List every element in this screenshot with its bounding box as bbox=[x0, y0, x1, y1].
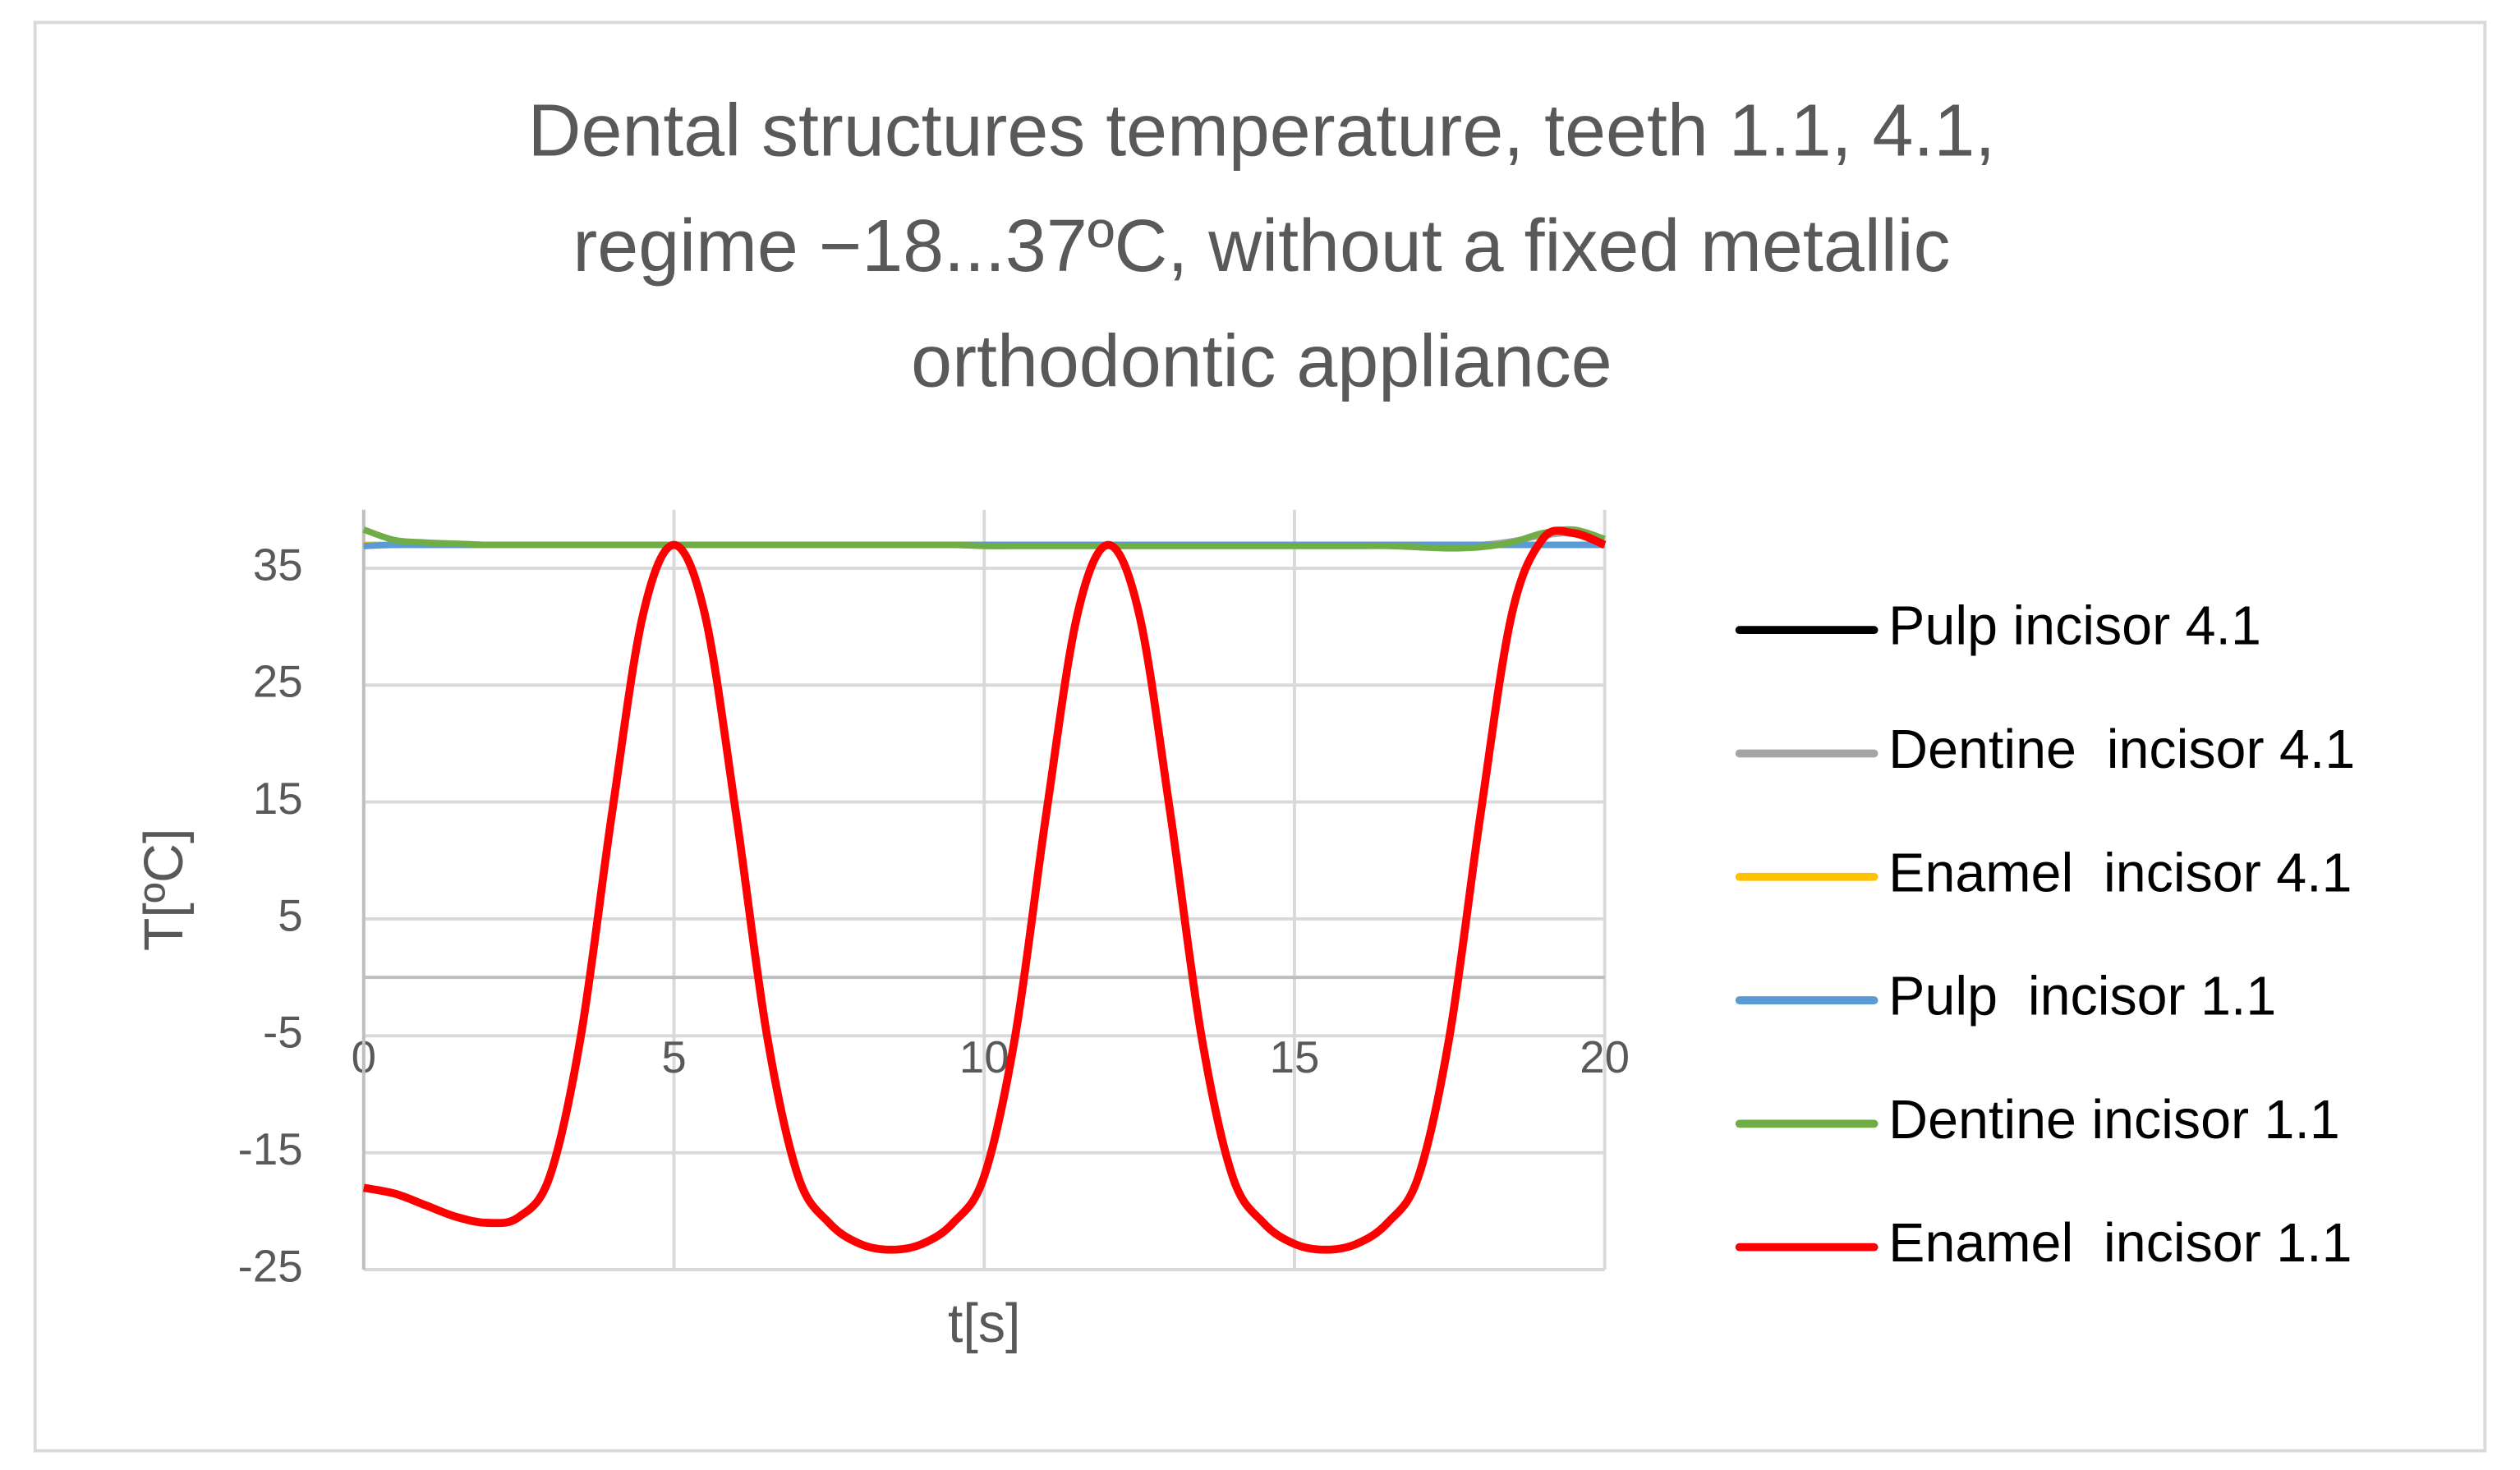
legend-label: Pulp incisor 1.1 bbox=[1888, 967, 2276, 1027]
legend-label: Dentine incisor 4.1 bbox=[1888, 719, 2355, 780]
chart-title: orthodontic appliance bbox=[911, 321, 1612, 403]
legend-label: Enamel incisor 1.1 bbox=[1888, 1213, 2352, 1274]
y-tick-label: 15 bbox=[253, 774, 303, 824]
y-tick-label: -25 bbox=[238, 1241, 303, 1291]
y-tick-label: -5 bbox=[263, 1008, 303, 1058]
legend-label: Dentine incisor 1.1 bbox=[1888, 1090, 2340, 1151]
y-tick-label: 25 bbox=[253, 657, 303, 707]
x-tick-label: 10 bbox=[959, 1032, 1009, 1082]
y-tick-label: -15 bbox=[238, 1124, 303, 1174]
y-tick-label: 5 bbox=[278, 890, 302, 940]
x-axis-label: t[s] bbox=[948, 1293, 1021, 1354]
x-tick-label: 15 bbox=[1270, 1032, 1320, 1082]
chart-title: regime −18...37ºC, without a fixed metal… bbox=[573, 205, 1950, 287]
y-axis-label: T[ºC] bbox=[134, 829, 195, 952]
y-tick-label: 35 bbox=[253, 540, 303, 590]
chart-title: Dental structures temperature, teeth 1.1… bbox=[528, 90, 1996, 172]
x-tick-label: 5 bbox=[661, 1032, 686, 1082]
legend-label: Enamel incisor 4.1 bbox=[1888, 843, 2352, 903]
series-line bbox=[362, 526, 1606, 552]
series-line bbox=[362, 526, 1607, 1254]
x-tick-label: 20 bbox=[1580, 1032, 1630, 1082]
legend-label: Pulp incisor 4.1 bbox=[1888, 596, 2261, 657]
